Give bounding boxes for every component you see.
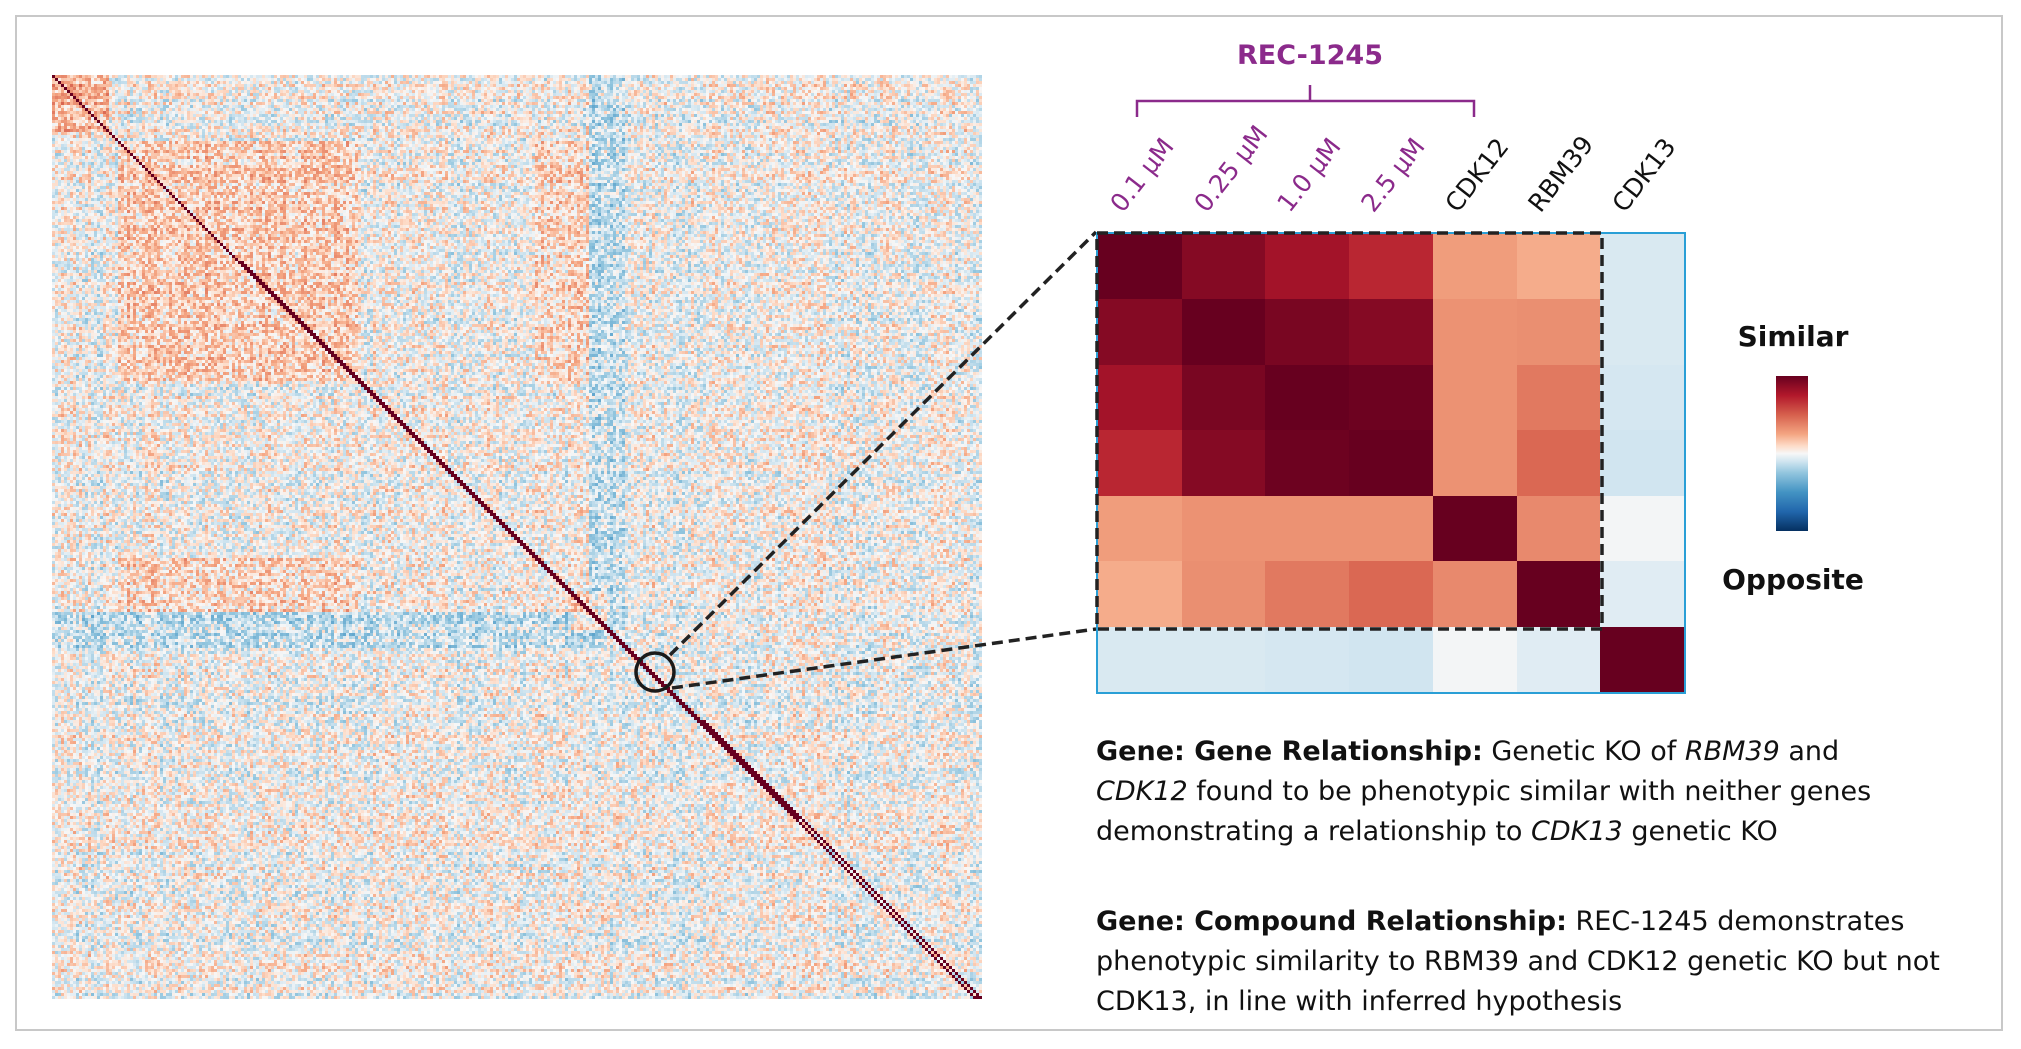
matrix-cell [1349, 364, 1434, 431]
matrix-cell [1516, 364, 1601, 431]
matrix-cell [1600, 495, 1685, 562]
matrix-cell [1349, 299, 1434, 366]
matrix-cell [1098, 234, 1183, 300]
gene-gene-heading: Gene: Gene Relationship: [1096, 736, 1483, 767]
matrix-cell [1349, 495, 1434, 562]
genome-similarity-heatmap [52, 75, 982, 999]
matrix-cell [1516, 561, 1601, 628]
matrix-cell [1432, 495, 1518, 562]
matrix-cell [1181, 299, 1266, 366]
gene-name: CDK12 [1096, 776, 1188, 807]
text-part: found to be phenotypic similar with neit… [1096, 776, 1872, 847]
text-part: Genetic KO of [1482, 736, 1685, 767]
matrix-cell [1181, 430, 1266, 497]
matrix-cell [1600, 299, 1685, 366]
matrix-cell [1432, 561, 1518, 628]
matrix-cell [1600, 561, 1685, 628]
matrix-cell [1600, 364, 1685, 431]
matrix-cell [1181, 561, 1266, 628]
gene-name: RBM39 [1684, 736, 1780, 767]
matrix-cell [1600, 234, 1685, 300]
matrix-cell [1181, 626, 1266, 693]
compound-group-label: REC-1245 [1236, 40, 1384, 71]
figure-frame [15, 15, 2003, 1031]
matrix-cell [1181, 495, 1266, 562]
legend-opposite-label: Opposite [1722, 563, 1864, 596]
matrix-cell [1098, 299, 1183, 366]
matrix-cell [1349, 561, 1434, 628]
matrix-cell [1516, 495, 1601, 562]
matrix-cell [1265, 364, 1350, 431]
gene-compound-heading: Gene: Compound Relationship: [1096, 906, 1567, 937]
matrix-cell [1432, 626, 1518, 693]
matrix-cell [1181, 364, 1266, 431]
matrix-cell [1098, 561, 1183, 628]
matrix-cell [1098, 430, 1183, 497]
matrix-cell [1265, 299, 1350, 366]
matrix-cell [1349, 430, 1434, 497]
matrix-cell [1181, 234, 1266, 300]
gene-name: CDK13 [1531, 816, 1623, 847]
text-part: genetic KO [1622, 816, 1778, 847]
colorbar [1776, 376, 1808, 531]
zoomed-similarity-matrix [1096, 232, 1686, 694]
matrix-cell [1098, 626, 1183, 693]
matrix-cell [1432, 430, 1518, 497]
matrix-cell [1516, 430, 1601, 497]
matrix-cell [1516, 299, 1601, 366]
matrix-cell [1265, 234, 1350, 300]
gene-gene-description: Gene: Gene Relationship: Genetic KO of R… [1096, 732, 1996, 852]
matrix-cell [1265, 561, 1350, 628]
text-part: and [1779, 736, 1840, 767]
matrix-cell [1600, 430, 1685, 497]
matrix-cell [1600, 626, 1685, 693]
matrix-cell [1265, 626, 1350, 693]
matrix-cell [1349, 234, 1434, 300]
matrix-cell [1265, 495, 1350, 562]
gene-compound-description: Gene: Compound Relationship: REC-1245 de… [1096, 902, 1996, 1022]
matrix-cell [1265, 430, 1350, 497]
gene-compound-body: REC-1245 demonstrates phenotypic similar… [1096, 906, 1940, 1017]
legend-similar-label: Similar [1737, 320, 1849, 353]
matrix-cell [1432, 364, 1518, 431]
matrix-cell [1432, 299, 1518, 366]
matrix-cell [1349, 626, 1434, 693]
matrix-cell [1516, 234, 1601, 300]
matrix-cell [1098, 495, 1183, 562]
matrix-cell [1432, 234, 1518, 300]
matrix-cell [1516, 626, 1601, 693]
matrix-cell [1098, 364, 1183, 431]
